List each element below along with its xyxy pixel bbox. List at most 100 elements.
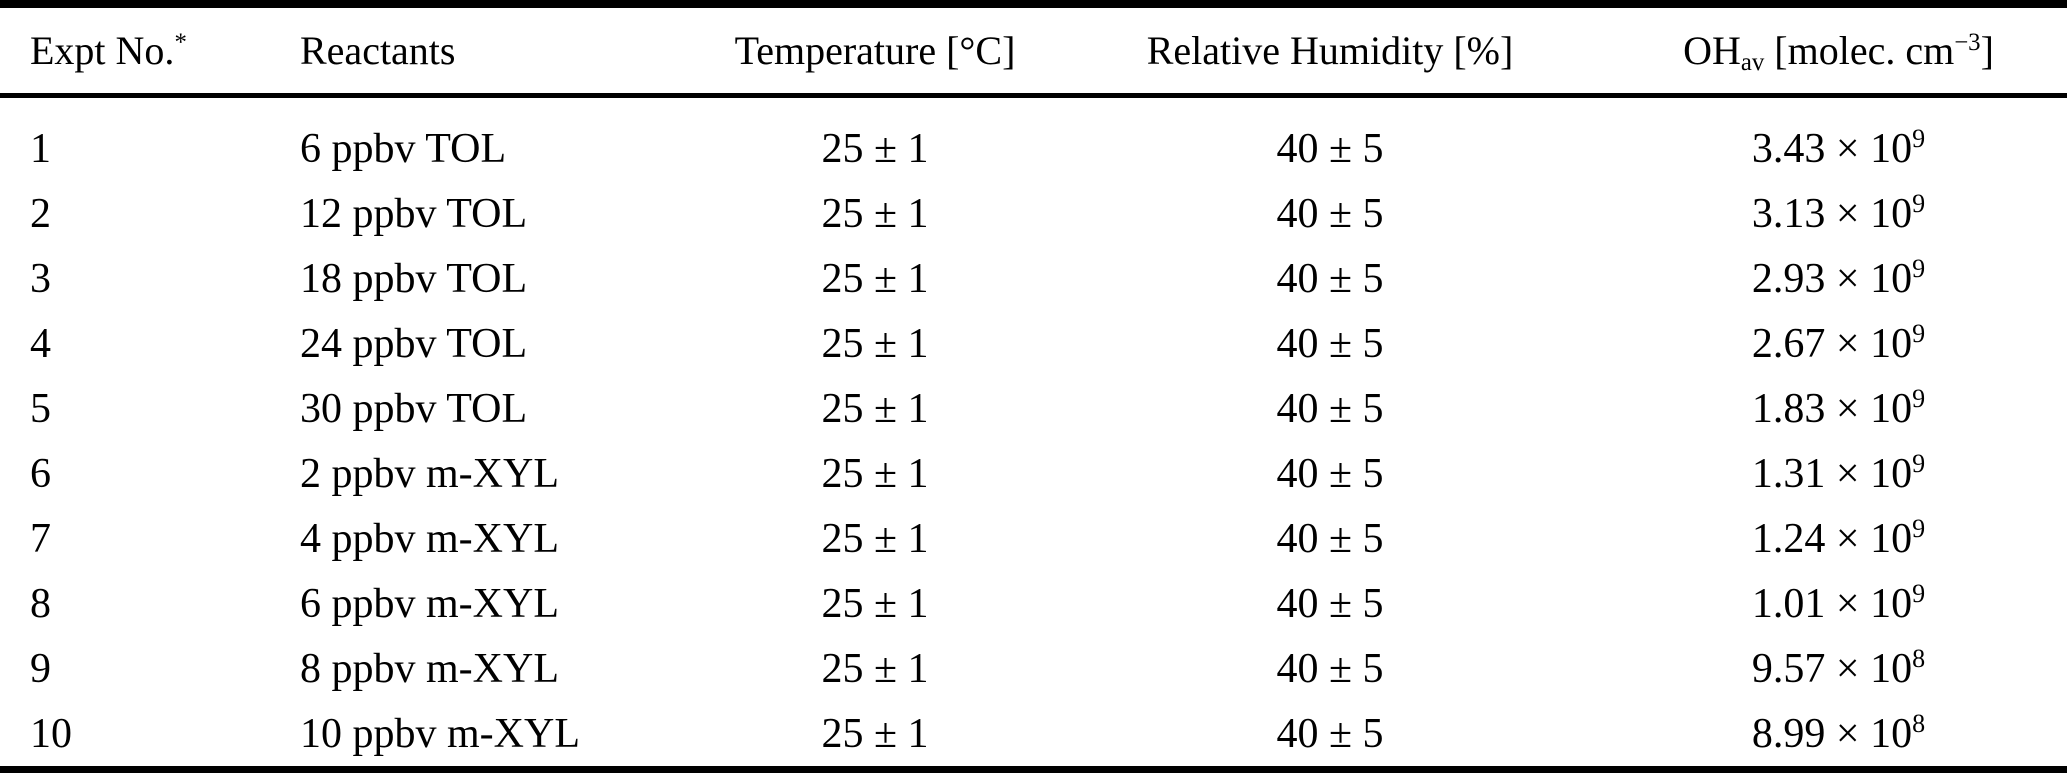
header-expt-no-label: Expt No. [30, 27, 175, 73]
cell-reactants: 18 ppbv TOL [300, 255, 528, 302]
oh-value-exponent: 9 [1912, 384, 1926, 414]
header-row: Expt No.* Reactants Temperature [°C] Rel… [0, 4, 2067, 98]
oh-value-exponent: 9 [1912, 124, 1926, 154]
cell-expt-no: 5 [30, 385, 51, 432]
cell-humidity: 40 ± 5 [1276, 515, 1384, 562]
cell-temperature: 25 ± 1 [821, 710, 929, 757]
cell-expt-no: 1 [30, 125, 51, 172]
cell-humidity: 40 ± 5 [1276, 385, 1384, 432]
cell-expt-no: 10 [30, 710, 72, 757]
header-temperature-label: Temperature [°C] [734, 27, 1016, 73]
cell-expt-no: 3 [30, 255, 51, 302]
cell-humidity: 40 ± 5 [1276, 580, 1384, 627]
cell-reactants: 8 ppbv m-XYL [300, 645, 559, 692]
header-reactants-label: Reactants [300, 27, 456, 73]
table-row: 9 8 ppbv m-XYL 25 ± 1 40 ± 5 9.57 × 108 [0, 636, 2067, 701]
table-body: 1 6 ppbv TOL 25 ± 1 40 ± 5 3.43 × 109 2 … [0, 96, 2067, 770]
table-row: 8 6 ppbv m-XYL 25 ± 1 40 ± 5 1.01 × 109 [0, 571, 2067, 636]
oh-value-base: 1.24 × 10 [1751, 515, 1913, 562]
header-oh-av: OHav [molec. cm−3] [1610, 4, 2067, 98]
cell-temperature: 25 ± 1 [821, 320, 929, 367]
cell-reactants: 10 ppbv m-XYL [300, 710, 580, 757]
cell-expt-no: 4 [30, 320, 51, 367]
cell-humidity: 40 ± 5 [1276, 320, 1384, 367]
cell-humidity: 40 ± 5 [1276, 255, 1384, 302]
oh-value-exponent: 9 [1912, 189, 1926, 219]
cell-oh-av: 3.13 × 109 [1610, 181, 2067, 246]
oh-value-base: 9.57 × 10 [1751, 645, 1913, 692]
cell-oh-av: 1.83 × 109 [1610, 376, 2067, 441]
header-expt-no-asterisk: * [174, 28, 187, 56]
table-header: Expt No.* Reactants Temperature [°C] Rel… [0, 4, 2067, 98]
table-row: 10 10 ppbv m-XYL 25 ± 1 40 ± 5 8.99 × 10… [0, 701, 2067, 770]
cell-expt-no: 8 [30, 580, 51, 627]
oh-value-exponent: 9 [1912, 319, 1926, 349]
header-humidity: Relative Humidity [%] [1050, 4, 1610, 98]
cell-oh-av: 1.01 × 109 [1610, 571, 2067, 636]
cell-humidity: 40 ± 5 [1276, 710, 1384, 757]
header-expt-no: Expt No.* [0, 4, 270, 98]
cell-reactants: 6 ppbv m-XYL [300, 580, 559, 627]
cell-humidity: 40 ± 5 [1276, 125, 1384, 172]
cell-oh-av: 9.57 × 108 [1610, 636, 2067, 701]
oh-value-base: 2.93 × 10 [1751, 255, 1913, 302]
oh-value-base: 2.67 × 10 [1751, 320, 1913, 367]
oh-value-base: 1.83 × 10 [1751, 385, 1913, 432]
oh-value-base: 3.43 × 10 [1751, 125, 1913, 172]
cell-expt-no: 9 [30, 645, 51, 692]
table-row: 1 6 ppbv TOL 25 ± 1 40 ± 5 3.43 × 109 [0, 96, 2067, 182]
cell-reactants: 2 ppbv m-XYL [300, 450, 559, 497]
cell-oh-av: 2.93 × 109 [1610, 246, 2067, 311]
cell-temperature: 25 ± 1 [821, 450, 929, 497]
header-reactants: Reactants [270, 4, 700, 98]
cell-expt-no: 2 [30, 190, 51, 237]
oh-value-exponent: 8 [1912, 644, 1926, 674]
table-row: 4 24 ppbv TOL 25 ± 1 40 ± 5 2.67 × 109 [0, 311, 2067, 376]
cell-humidity: 40 ± 5 [1276, 645, 1384, 692]
header-oh-exponent: −3 [1954, 28, 1981, 56]
cell-temperature: 25 ± 1 [821, 255, 929, 302]
cell-reactants: 4 ppbv m-XYL [300, 515, 559, 562]
oh-value-base: 3.13 × 10 [1751, 190, 1913, 237]
cell-reactants: 6 ppbv TOL [300, 125, 507, 172]
oh-value-exponent: 9 [1912, 254, 1926, 284]
cell-temperature: 25 ± 1 [821, 385, 929, 432]
cell-temperature: 25 ± 1 [821, 645, 929, 692]
oh-value-exponent: 8 [1912, 709, 1926, 739]
cell-humidity: 40 ± 5 [1276, 450, 1384, 497]
cell-oh-av: 2.67 × 109 [1610, 311, 2067, 376]
table-row: 3 18 ppbv TOL 25 ± 1 40 ± 5 2.93 × 109 [0, 246, 2067, 311]
cell-oh-av: 1.31 × 109 [1610, 441, 2067, 506]
cell-reactants: 30 ppbv TOL [300, 385, 528, 432]
oh-value-base: 8.99 × 10 [1751, 710, 1913, 757]
header-oh-bracket: ] [1980, 27, 1994, 73]
cell-oh-av: 1.24 × 109 [1610, 506, 2067, 571]
table-row: 6 2 ppbv m-XYL 25 ± 1 40 ± 5 1.31 × 109 [0, 441, 2067, 506]
oh-value-exponent: 9 [1912, 514, 1926, 544]
cell-expt-no: 6 [30, 450, 51, 497]
oh-value-exponent: 9 [1912, 579, 1926, 609]
cell-temperature: 25 ± 1 [821, 125, 929, 172]
table-row: 5 30 ppbv TOL 25 ± 1 40 ± 5 1.83 × 109 [0, 376, 2067, 441]
header-humidity-label: Relative Humidity [%] [1146, 27, 1514, 73]
table-row: 2 12 ppbv TOL 25 ± 1 40 ± 5 3.13 × 109 [0, 181, 2067, 246]
header-temperature: Temperature [°C] [700, 4, 1050, 98]
header-oh-units: [molec. cm [1764, 27, 1955, 73]
cell-oh-av: 3.43 × 109 [1610, 96, 2067, 182]
oh-value-base: 1.31 × 10 [1751, 450, 1913, 497]
oh-value-base: 1.01 × 10 [1751, 580, 1913, 627]
cell-humidity: 40 ± 5 [1276, 190, 1384, 237]
cell-temperature: 25 ± 1 [821, 190, 929, 237]
cell-temperature: 25 ± 1 [821, 580, 929, 627]
cell-reactants: 24 ppbv TOL [300, 320, 528, 367]
cell-oh-av: 8.99 × 108 [1610, 701, 2067, 770]
oh-value-exponent: 9 [1912, 449, 1926, 479]
table-row: 7 4 ppbv m-XYL 25 ± 1 40 ± 5 1.24 × 109 [0, 506, 2067, 571]
header-oh-prefix: OH [1683, 27, 1741, 73]
cell-expt-no: 7 [30, 515, 51, 562]
cell-reactants: 12 ppbv TOL [300, 190, 528, 237]
header-oh-subscript: av [1740, 48, 1765, 76]
cell-temperature: 25 ± 1 [821, 515, 929, 562]
